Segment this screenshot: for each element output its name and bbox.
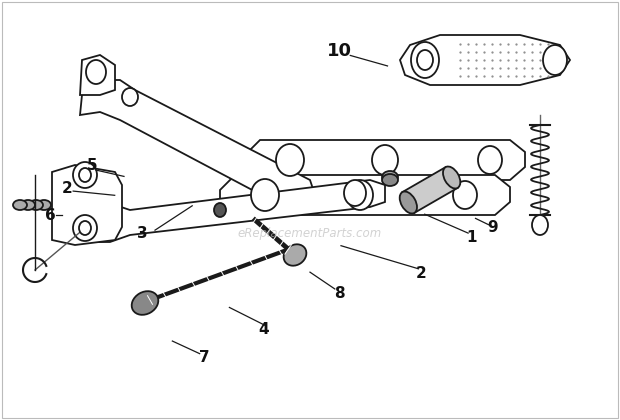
Ellipse shape (417, 50, 433, 70)
Ellipse shape (131, 291, 158, 315)
Ellipse shape (532, 215, 548, 235)
Text: 4: 4 (258, 322, 269, 337)
Text: eReplacementParts.com: eReplacementParts.com (238, 227, 382, 239)
Ellipse shape (400, 192, 417, 213)
Ellipse shape (37, 200, 51, 210)
Ellipse shape (73, 162, 97, 188)
Polygon shape (400, 35, 570, 85)
Ellipse shape (251, 179, 279, 211)
Text: 5: 5 (86, 158, 97, 173)
Ellipse shape (29, 200, 43, 210)
Text: 2: 2 (61, 181, 73, 197)
Ellipse shape (73, 215, 97, 241)
Text: 2: 2 (416, 265, 427, 281)
Ellipse shape (344, 180, 366, 206)
Ellipse shape (21, 200, 35, 210)
Ellipse shape (411, 42, 439, 78)
Polygon shape (220, 175, 510, 215)
Text: 9: 9 (487, 220, 498, 235)
Polygon shape (245, 140, 525, 180)
Polygon shape (80, 55, 115, 95)
Ellipse shape (86, 60, 106, 84)
Ellipse shape (347, 180, 373, 210)
Polygon shape (75, 180, 385, 242)
Ellipse shape (122, 88, 138, 106)
Ellipse shape (443, 166, 460, 189)
Polygon shape (52, 165, 122, 245)
Ellipse shape (478, 146, 502, 174)
Ellipse shape (13, 200, 27, 210)
Ellipse shape (214, 203, 226, 217)
Ellipse shape (88, 209, 112, 237)
Ellipse shape (543, 45, 567, 75)
Text: 10: 10 (327, 42, 352, 60)
Ellipse shape (382, 171, 398, 183)
Text: 6: 6 (45, 208, 56, 223)
Ellipse shape (276, 144, 304, 176)
Ellipse shape (79, 221, 91, 235)
Text: 3: 3 (137, 226, 148, 241)
Ellipse shape (382, 174, 398, 186)
Ellipse shape (79, 168, 91, 182)
Text: 1: 1 (466, 230, 476, 245)
Text: 8: 8 (334, 286, 345, 301)
Ellipse shape (283, 244, 306, 266)
Polygon shape (402, 167, 458, 213)
Ellipse shape (453, 181, 477, 209)
Ellipse shape (372, 145, 398, 175)
Text: 7: 7 (199, 350, 210, 365)
Polygon shape (80, 80, 315, 210)
